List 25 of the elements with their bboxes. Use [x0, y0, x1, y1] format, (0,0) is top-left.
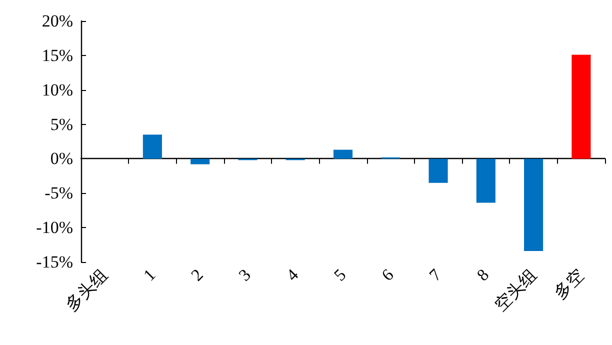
- bar: [524, 158, 544, 251]
- bar: [333, 150, 353, 159]
- y-tick-label: -5%: [44, 184, 73, 203]
- bar: [428, 158, 448, 183]
- y-tick-label: -10%: [36, 218, 73, 238]
- x-tick-label: 5: [330, 265, 350, 285]
- x-tick-label: 6: [378, 265, 398, 285]
- bar: [572, 54, 591, 159]
- x-tick-label: 1: [140, 265, 160, 285]
- bar: [142, 134, 162, 159]
- y-tick-label: 5%: [50, 114, 73, 134]
- x-tick-label: 4: [282, 264, 302, 285]
- bar: [476, 158, 496, 203]
- y-tick-label: 20%: [42, 12, 73, 30]
- x-tick-label: 3: [235, 265, 254, 285]
- x-tick-label: 2: [187, 265, 207, 285]
- y-tick-label: 10%: [42, 80, 73, 100]
- y-tick-label: 0%: [50, 149, 73, 168]
- x-tick-label: 7: [426, 265, 445, 285]
- x-tick-label: 8: [473, 265, 493, 285]
- x-tick-label: 多空: [550, 265, 588, 303]
- bar: [190, 158, 210, 164]
- y-tick-label: -15%: [36, 252, 73, 272]
- y-tick-label: 15%: [42, 46, 73, 65]
- x-tick-label: 空头组: [490, 265, 540, 315]
